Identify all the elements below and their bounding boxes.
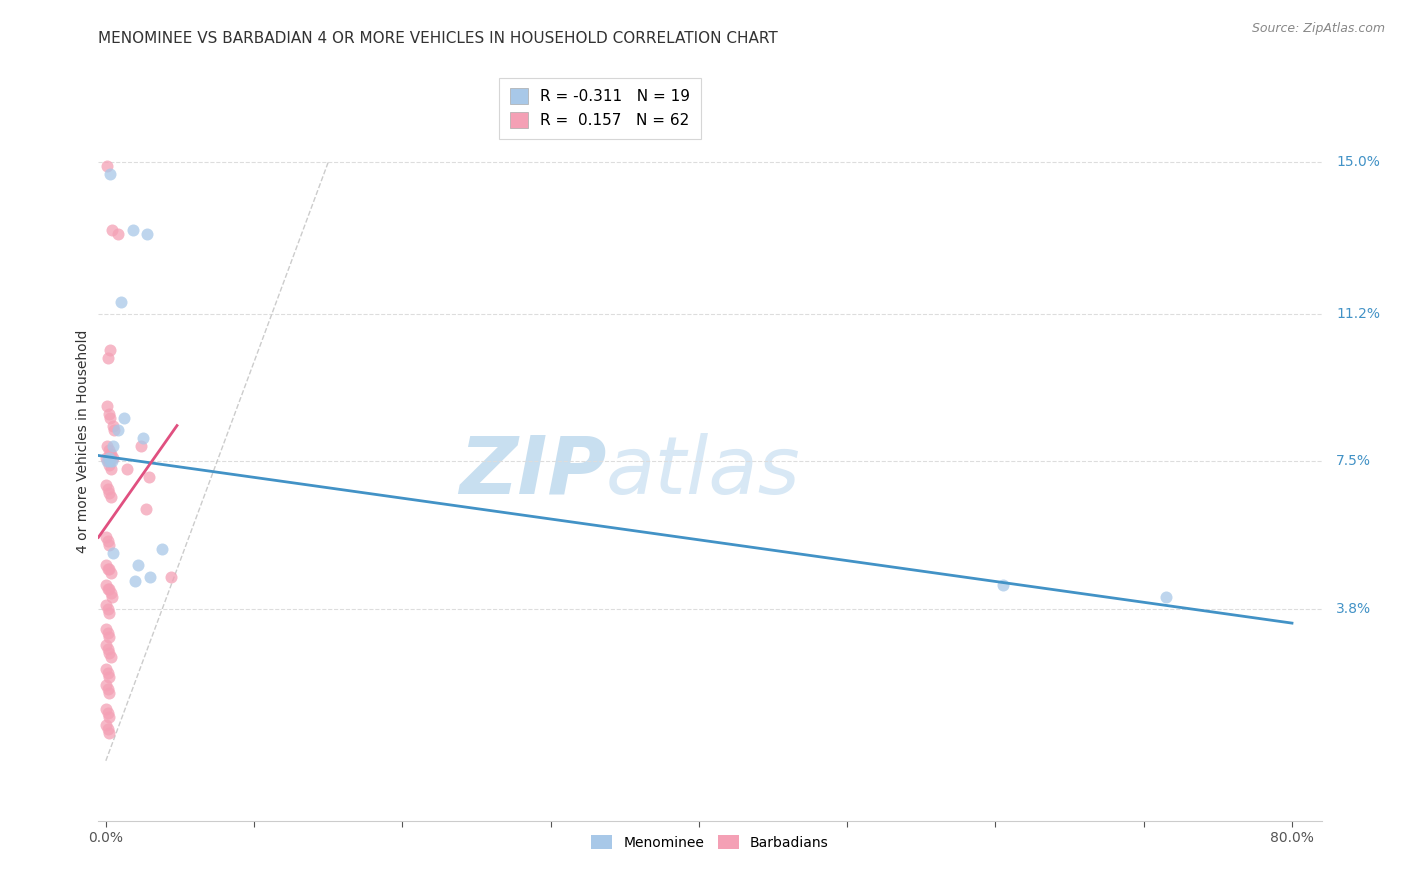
Point [97, 483, 120, 497]
Point [94, 702, 117, 716]
Point [97, 562, 120, 576]
Point [98, 630, 121, 644]
Point [96, 399, 118, 413]
Y-axis label: 4 or more Vehicles in Household: 4 or more Vehicles in Household [76, 330, 90, 553]
Point [110, 294, 132, 309]
Point [94, 558, 117, 573]
Text: 7.5%: 7.5% [1336, 455, 1371, 468]
Point [100, 223, 122, 237]
Point [124, 574, 146, 589]
Point [98, 726, 121, 740]
Point [97, 642, 120, 657]
Point [100, 491, 122, 505]
Point [98, 458, 121, 473]
Point [97, 454, 120, 468]
Point [100, 650, 122, 665]
Point [94, 450, 117, 465]
Point [98, 646, 121, 660]
Point [100, 586, 122, 600]
Point [97, 722, 120, 736]
Point [94, 530, 117, 544]
Point [97, 626, 120, 640]
Point [98, 582, 121, 597]
Point [94, 598, 117, 612]
Point [127, 558, 149, 573]
Point [97, 582, 120, 597]
Point [101, 418, 124, 433]
Point [100, 454, 122, 468]
Point [97, 681, 120, 696]
Point [97, 351, 120, 365]
Text: 3.8%: 3.8% [1336, 602, 1371, 616]
Point [103, 438, 125, 452]
Point [98, 167, 121, 181]
Point [138, 470, 160, 484]
Point [107, 227, 129, 241]
Text: Source: ZipAtlas.com: Source: ZipAtlas.com [1251, 22, 1385, 36]
Point [101, 590, 124, 604]
Point [97, 450, 120, 465]
Legend: Menominee, Barbadians: Menominee, Barbadians [586, 830, 834, 855]
Point [98, 410, 121, 425]
Point [103, 423, 125, 437]
Point [97, 665, 120, 680]
Point [98, 446, 121, 460]
Text: MENOMINEE VS BARBADIAN 4 OR MORE VEHICLES IN HOUSEHOLD CORRELATION CHART: MENOMINEE VS BARBADIAN 4 OR MORE VEHICLE… [98, 31, 778, 46]
Point [991, 578, 1014, 592]
Point [160, 570, 183, 584]
Point [94, 622, 117, 636]
Point [98, 486, 121, 500]
Point [100, 446, 122, 460]
Point [96, 454, 118, 468]
Point [97, 407, 120, 421]
Point [94, 662, 117, 676]
Text: ZIP: ZIP [458, 433, 606, 511]
Point [131, 438, 153, 452]
Point [97, 442, 120, 457]
Point [97, 534, 120, 549]
Point [98, 670, 121, 684]
Point [121, 223, 143, 237]
Point [150, 542, 173, 557]
Point [98, 562, 121, 576]
Point [94, 578, 117, 592]
Point [112, 410, 135, 425]
Text: 15.0%: 15.0% [1336, 155, 1381, 169]
Point [107, 423, 129, 437]
Point [98, 454, 121, 468]
Point [94, 478, 117, 492]
Point [135, 502, 157, 516]
Point [101, 450, 124, 465]
Point [115, 462, 138, 476]
Point [97, 602, 120, 616]
Point [100, 462, 122, 476]
Point [98, 686, 121, 700]
Point [94, 718, 117, 732]
Point [98, 343, 121, 357]
Point [136, 227, 159, 241]
Text: 11.2%: 11.2% [1336, 307, 1381, 321]
Point [98, 710, 121, 724]
Point [96, 159, 118, 173]
Point [98, 538, 121, 552]
Point [100, 566, 122, 581]
Point [94, 678, 117, 692]
Point [97, 706, 120, 720]
Point [1154, 590, 1177, 604]
Point [98, 606, 121, 620]
Point [96, 438, 118, 452]
Text: atlas: atlas [606, 433, 801, 511]
Point [103, 546, 125, 560]
Point [132, 431, 155, 445]
Point [94, 638, 117, 652]
Point [139, 570, 162, 584]
